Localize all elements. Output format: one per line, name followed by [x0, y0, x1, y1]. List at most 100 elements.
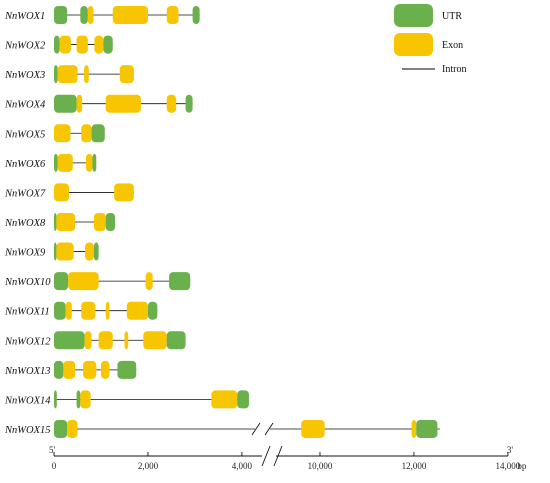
gene-name-label: NnWOX6 — [4, 159, 46, 170]
utr-block — [54, 390, 57, 409]
legend-utr-swatch — [394, 4, 433, 27]
utr-block — [54, 212, 57, 231]
exon-block — [166, 6, 179, 24]
gene-name-label: NnWOX7 — [4, 188, 46, 199]
utr-block — [103, 35, 113, 54]
exon-block — [126, 301, 148, 320]
gene-row: NnWOX13 — [4, 360, 137, 379]
utr-block — [237, 390, 249, 409]
gene-name-label: NnWOX11 — [4, 307, 50, 318]
axis-break-mark — [261, 445, 271, 467]
gene-row: NnWOX8 — [4, 212, 116, 231]
exon-block — [119, 65, 134, 84]
exon-block — [81, 301, 96, 320]
utr-block — [192, 6, 200, 24]
gene-row: NnWOX5 — [4, 124, 105, 143]
exon-block — [94, 35, 104, 54]
break-mark — [251, 422, 261, 436]
utr-block — [54, 35, 60, 54]
bp-axis: 0 2,000 4,000 10,000 12,000 14,000 5' 3'bp — [49, 445, 527, 471]
axis-unit-label: bp — [517, 461, 527, 471]
axis-tick-label: 10,000 — [308, 461, 333, 471]
utr-block — [91, 124, 105, 143]
exon-block — [67, 419, 78, 438]
utr-block — [185, 94, 193, 113]
gene-name-label: NnWOX4 — [4, 100, 46, 111]
exon-block — [100, 360, 110, 379]
axis-tick-label: 14,000 — [496, 461, 521, 471]
exon-block — [105, 301, 110, 320]
legend-exon-swatch — [394, 33, 433, 56]
exon-block — [59, 35, 71, 54]
gene-row: NnWOX4 — [4, 94, 193, 113]
gene-name-label: NnWOX8 — [4, 218, 46, 229]
exon-block — [76, 94, 83, 113]
exon-block — [56, 212, 76, 231]
exon-block — [114, 183, 134, 202]
legend-exon-label: Exon — [442, 40, 463, 51]
legend-intron-label: Intron — [442, 64, 466, 75]
exon-block — [93, 212, 106, 231]
exon-block — [411, 419, 417, 438]
gene-row: NnWOX7 — [4, 183, 134, 202]
gene-tracks: NnWOX1 NnWOX2 NnWOX3 NnWOX4 NnWOX5 NnWOX6 NnWO… — [4, 6, 440, 438]
exon-block — [143, 331, 167, 350]
utr-block — [93, 242, 99, 261]
exon-block — [54, 124, 71, 143]
utr-block — [54, 301, 66, 320]
utr-block — [54, 272, 69, 291]
break-mark — [264, 422, 274, 436]
exon-block — [145, 272, 153, 291]
exon-block — [83, 360, 97, 379]
utr-block — [54, 153, 58, 172]
exon-block — [65, 301, 72, 320]
utr-block — [54, 242, 57, 261]
axis-end-label: 3' — [507, 445, 514, 455]
legend: UTR Exon Intron — [394, 4, 466, 75]
exon-block — [81, 124, 92, 143]
gene-row: NnWOX6 — [4, 153, 97, 172]
exon-block — [98, 331, 113, 350]
gene-row: NnWOX12 — [4, 331, 186, 350]
utr-block — [169, 272, 191, 291]
exon-block — [84, 65, 89, 84]
exon-block — [76, 35, 88, 54]
utr-block — [80, 6, 88, 24]
gene-row: NnWOX14 — [4, 390, 249, 409]
utr-block — [54, 94, 77, 113]
gene-name-label: NnWOX3 — [4, 70, 45, 81]
gene-name-label: NnWOX12 — [4, 336, 51, 347]
utr-block — [76, 390, 81, 409]
gene-row: NnWOX15 — [4, 419, 440, 438]
utr-block — [54, 419, 68, 438]
utr-block — [117, 360, 137, 379]
exon-block — [63, 360, 76, 379]
utr-block — [147, 301, 158, 320]
gene-name-label: NnWOX13 — [4, 366, 51, 377]
axis-tick-label: 4,000 — [232, 461, 253, 471]
exon-block — [57, 65, 78, 84]
exon-block — [68, 272, 99, 291]
gene-row: NnWOX3 — [4, 65, 134, 84]
gene-row: NnWOX10 — [4, 272, 191, 291]
exon-block — [211, 390, 238, 409]
utr-block — [166, 331, 186, 350]
exon-block — [112, 6, 148, 24]
gene-name-label: NnWOX2 — [4, 41, 46, 52]
utr-block — [416, 419, 438, 438]
exon-block — [166, 94, 177, 113]
axis-break-mark — [273, 445, 283, 467]
gene-name-label: NnWOX9 — [4, 248, 46, 259]
exon-block — [54, 183, 70, 202]
exon-block — [124, 331, 129, 350]
utr-block — [54, 6, 68, 24]
gene-name-label: NnWOX15 — [4, 425, 51, 436]
utr-block — [54, 360, 64, 379]
gene-name-label: NnWOX1 — [4, 11, 45, 22]
utr-block — [54, 331, 85, 350]
gene-row: NnWOX1 — [4, 6, 200, 24]
exon-block — [105, 94, 141, 113]
exon-block — [301, 419, 325, 438]
exon-block — [87, 6, 94, 24]
